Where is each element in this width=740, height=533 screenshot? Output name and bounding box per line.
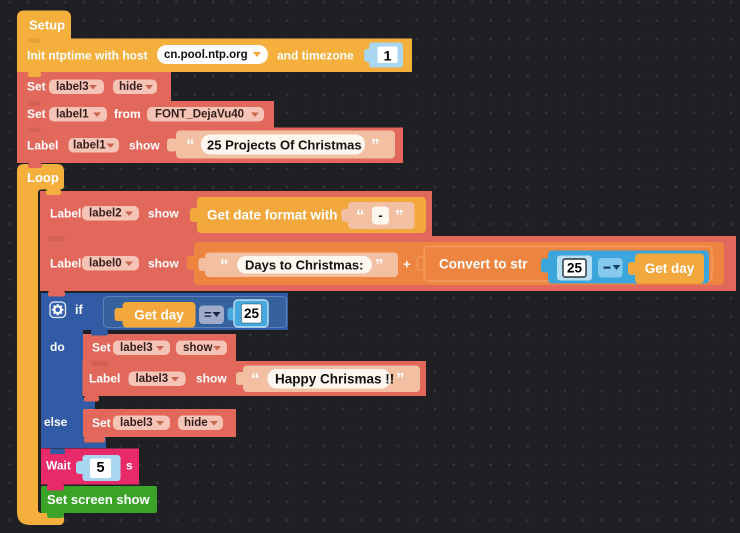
svg-text:-: - [378,208,382,223]
svg-text:else: else [44,415,68,429]
svg-text:label0: label0 [89,258,122,270]
svg-text:Label: Label [89,372,120,386]
svg-text:Setup: Setup [29,18,65,33]
svg-text:from: from [114,107,141,121]
svg-text:do: do [50,340,65,354]
svg-text:Get day: Get day [645,261,695,276]
svg-text:”: ” [375,256,384,275]
svg-text:label2: label2 [89,208,122,220]
svg-text:Days to Christmas:: Days to Christmas: [245,258,363,273]
svg-text:show: show [183,342,212,354]
svg-text:Wait: Wait [46,459,71,473]
svg-text:FONT_DejaVu40: FONT_DejaVu40 [155,109,244,121]
svg-text:1: 1 [384,48,392,64]
svg-text:Init ntptime with host: Init ntptime with host [27,49,148,63]
svg-text:label3: label3 [120,342,153,354]
svg-text:“: “ [356,207,365,226]
svg-text:Get day: Get day [134,308,184,323]
svg-text:+: + [403,257,411,272]
svg-text:label1: label1 [73,140,106,152]
svg-text:“: “ [251,370,260,389]
svg-text:s: s [126,459,133,473]
svg-text:Set: Set [92,416,111,430]
svg-text:Convert to str: Convert to str [439,257,528,272]
svg-text:Label: Label [50,257,81,271]
svg-text:Set: Set [27,80,46,94]
svg-text:show: show [148,257,179,271]
svg-text:Happy Chrismas !!: Happy Chrismas !! [275,372,394,387]
svg-text:and timezone: and timezone [277,49,354,63]
svg-text:25: 25 [244,306,260,321]
svg-text:hide: hide [184,417,208,429]
svg-text:label3: label3 [56,81,89,93]
svg-text:“: “ [186,136,195,155]
svg-text:Label: Label [27,139,58,153]
svg-text:Loop: Loop [27,170,59,185]
svg-text:Set: Set [27,107,46,121]
svg-text:=: = [204,307,212,322]
svg-text:“: “ [220,256,229,275]
svg-text:”: ” [395,207,404,226]
svg-text:”: ” [396,370,405,389]
svg-text:5: 5 [96,460,104,476]
svg-text:show: show [148,207,179,221]
svg-text:label3: label3 [136,373,169,385]
svg-text:25 Projects Of Christmas: 25 Projects Of Christmas [207,138,362,153]
svg-text:25: 25 [567,261,583,276]
svg-text:label3: label3 [120,417,153,429]
svg-text:cn.pool.ntp.org: cn.pool.ntp.org [164,49,248,61]
svg-text:show: show [129,139,160,153]
svg-text:hide: hide [119,81,143,93]
svg-text:label1: label1 [56,109,89,121]
svg-text:”: ” [371,136,380,155]
svg-text:Get date format with: Get date format with [207,208,338,223]
svg-text:if: if [75,303,83,317]
svg-text:show: show [196,372,227,386]
svg-text:Set screen show: Set screen show [47,492,150,507]
svg-text:Set: Set [92,341,111,355]
svg-text:Label: Label [50,207,81,221]
